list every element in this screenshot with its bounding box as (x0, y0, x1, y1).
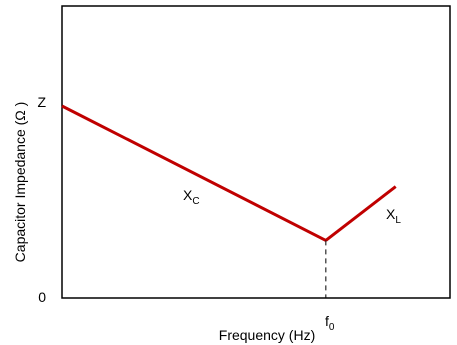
series-label-xc: XC (183, 187, 200, 207)
y-axis-label: Capacitor Impedance (Ω ) (12, 102, 28, 263)
series-layer (61, 104, 397, 242)
series-line-xc (61, 104, 327, 242)
series-line-xl (324, 185, 397, 242)
plot-frame (61, 5, 451, 299)
x-axis-label: Frequency (Hz) (219, 327, 315, 343)
y-tick-label-zero: 0 (38, 289, 46, 305)
series-label-xl: XL (386, 206, 401, 226)
y-tick-label-z: Z (37, 94, 46, 110)
f0-label: f0 (325, 313, 335, 333)
axes-frame (61, 5, 451, 299)
